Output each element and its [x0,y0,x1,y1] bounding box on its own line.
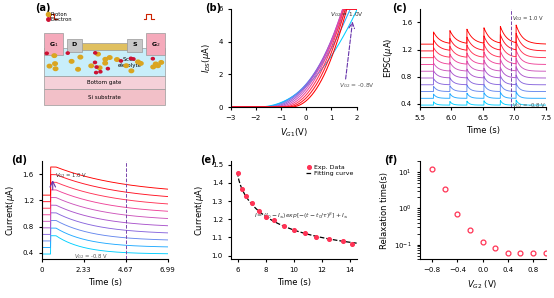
X-axis label: Time (s): Time (s) [88,278,121,288]
Exp. Data [324,237,333,242]
Text: $I=(I_0-I_\infty)exp[-(t-t_0/\tau)^\beta]+I_\infty$: $I=(I_0-I_\infty)exp[-(t-t_0/\tau)^\beta… [254,210,348,221]
Exp. Data [338,239,347,243]
Fitting curve [335,239,341,242]
Circle shape [78,55,83,59]
Text: (b): (b) [206,3,222,13]
Circle shape [98,66,102,69]
Fitting curve [235,174,242,178]
Fitting curve [342,240,349,243]
Circle shape [136,60,140,64]
Text: $V_{G2}$ = -0.8 V: $V_{G2}$ = -0.8 V [74,252,108,261]
Legend: Exp. Data, Fitting curve: Exp. Data, Fitting curve [306,164,353,176]
Exp. Data [300,231,309,235]
X-axis label: $V_{G1}$(V): $V_{G1}$(V) [280,126,307,139]
Text: (d): (d) [11,155,27,165]
Text: $V_{G2}$ = -0.8 V: $V_{G2}$ = -0.8 V [512,101,546,110]
Circle shape [47,64,52,68]
Text: $V_{G2}$ = 1.0 V: $V_{G2}$ = 1.0 V [54,171,87,180]
Fitting curve [305,232,311,236]
Exp. Data [270,218,279,223]
Line: Fitting curve: Fitting curve [238,172,357,243]
Fitting curve [307,233,314,237]
Exp. Data [254,209,263,214]
Text: $V_{G2}$ = -0.8V: $V_{G2}$ = -0.8V [339,81,375,90]
Exp. Data [289,228,298,233]
Circle shape [151,65,156,69]
Fitting curve [234,170,241,174]
Circle shape [106,67,109,70]
X-axis label: Time (s): Time (s) [276,278,311,288]
Circle shape [151,58,155,60]
Circle shape [115,58,119,61]
Bar [44,89,165,105]
Exp. Data [348,242,357,246]
Exp. Data [279,223,288,228]
Bar [44,76,165,89]
Circle shape [107,56,112,59]
Circle shape [89,64,94,68]
Circle shape [94,52,97,54]
Text: (e): (e) [201,155,216,165]
Exp. Data [242,194,250,198]
Text: $V_{G2}$ = 1.0V: $V_{G2}$ = 1.0V [330,10,364,19]
Circle shape [66,52,69,54]
Legend: Proton, Electron: Proton, Electron [44,10,74,24]
Circle shape [95,72,98,74]
Circle shape [95,66,98,68]
Circle shape [69,60,74,63]
Y-axis label: $I_{DS}$($\mu$A): $I_{DS}$($\mu$A) [200,43,213,73]
Y-axis label: Current($\mu$A): Current($\mu$A) [193,185,206,235]
Text: G$_1$: G$_1$ [49,40,58,49]
Fitting curve [353,241,360,245]
Circle shape [45,52,48,55]
Circle shape [76,68,80,71]
Bar [78,43,131,50]
Circle shape [120,60,122,62]
Y-axis label: Current($\mu$A): Current($\mu$A) [4,185,17,235]
Exp. Data [234,170,243,175]
Text: elerolyte: elerolyte [118,63,142,68]
Circle shape [132,58,135,60]
Circle shape [129,69,134,73]
Text: Si substrate: Si substrate [88,95,121,100]
Text: (a): (a) [35,3,51,13]
X-axis label: $V_{G2}$ (V): $V_{G2}$ (V) [468,278,498,291]
X-axis label: Time (s): Time (s) [466,126,500,135]
Text: S: S [132,42,137,47]
Circle shape [153,62,158,66]
Circle shape [130,57,132,60]
Y-axis label: Relaxation time(s): Relaxation time(s) [379,172,389,249]
Text: (f): (f) [384,155,398,165]
Exp. Data [261,214,270,219]
Bar [67,39,82,52]
Text: Bottom gate: Bottom gate [88,80,122,85]
Circle shape [94,61,96,63]
Circle shape [103,61,107,65]
Circle shape [53,62,57,65]
Text: G$_2$: G$_2$ [151,40,160,49]
Bar [127,39,142,52]
Text: ScO$_x$: ScO$_x$ [122,55,137,64]
Fitting curve [305,233,312,236]
Exp. Data [311,234,320,239]
Bar [44,33,63,55]
Circle shape [103,58,107,61]
Text: (c): (c) [392,3,407,13]
Circle shape [124,64,129,67]
Bar [146,33,165,55]
Circle shape [138,62,143,65]
Circle shape [53,67,58,71]
Text: $V_{G2}$ = 1.0 V: $V_{G2}$ = 1.0 V [512,14,545,23]
Bar [44,48,165,76]
Circle shape [52,54,57,58]
Circle shape [99,71,102,73]
Circle shape [159,61,163,64]
Exp. Data [237,186,246,191]
Circle shape [96,52,100,56]
Y-axis label: EPSC($\mu$A): EPSC($\mu$A) [382,38,395,78]
Circle shape [156,64,160,68]
Exp. Data [247,201,256,205]
Text: D: D [71,42,77,47]
